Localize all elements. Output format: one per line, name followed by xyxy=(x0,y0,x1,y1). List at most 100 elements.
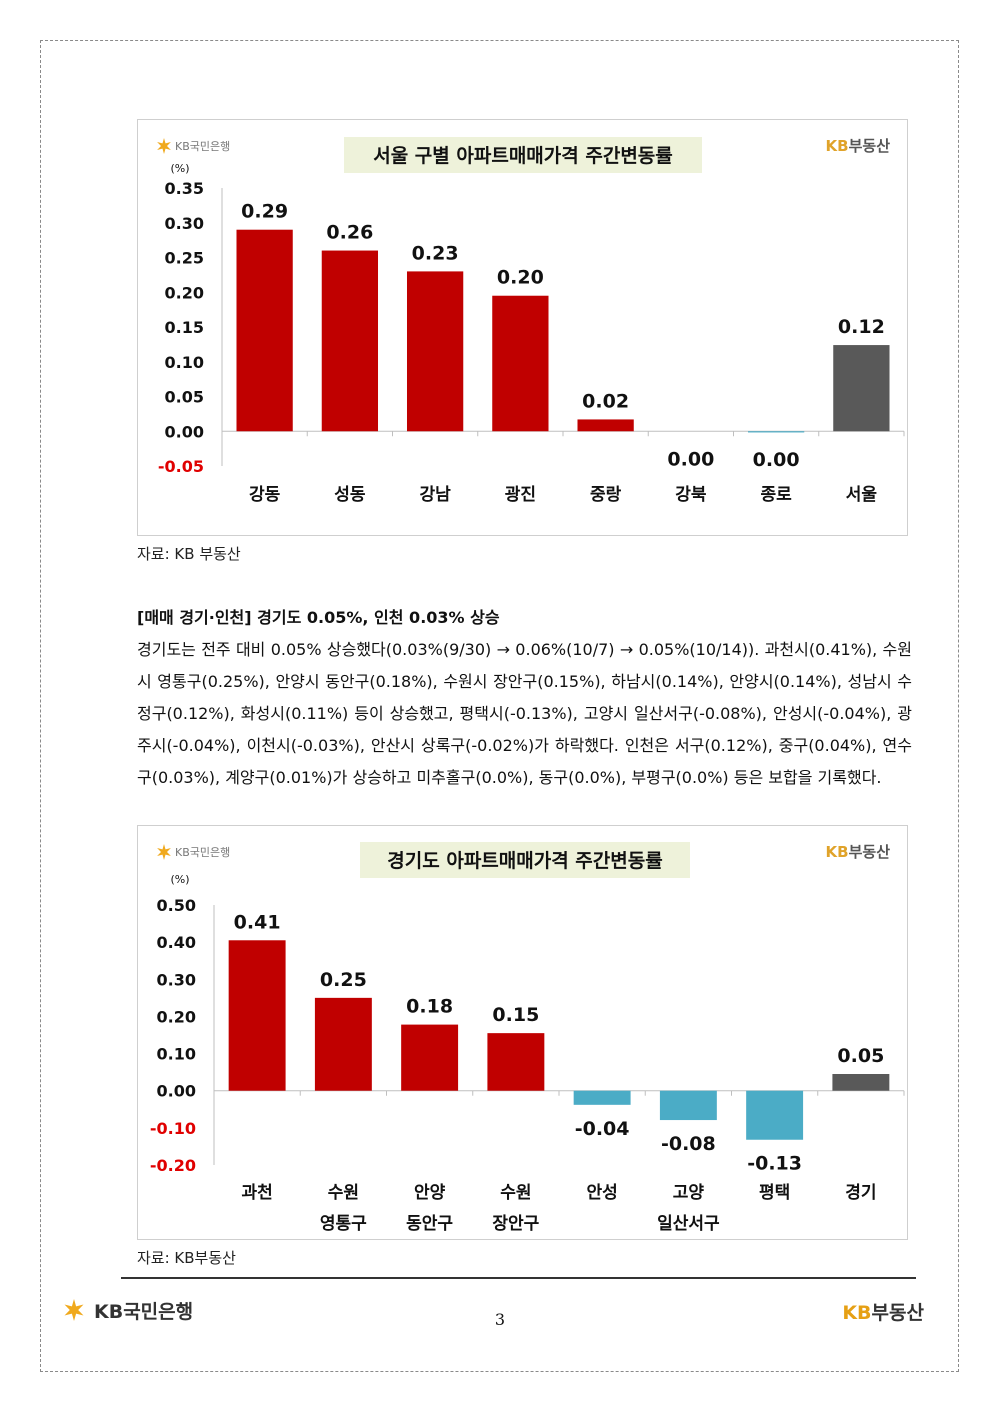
bar xyxy=(659,1090,717,1121)
y-tick-label: 0.20 xyxy=(165,283,204,302)
kb-bank-logo-text: KB국민은행 xyxy=(175,140,230,153)
category-label: 종로 xyxy=(760,485,792,505)
chart-title: 서울 구별 아파트매매가격 주간변동률 xyxy=(373,145,673,167)
footer-kb-realestate-logo: KB부동산 xyxy=(842,1298,924,1325)
chart-source-seoul: 자료: KB 부동산 xyxy=(137,545,241,563)
data-label: 0.12 xyxy=(838,316,885,338)
category-label: 안양 xyxy=(414,1183,446,1203)
kb-star-icon xyxy=(157,138,171,154)
y-tick-label: 0.10 xyxy=(165,353,204,372)
y-tick-label: 0.25 xyxy=(165,249,204,268)
data-label: -0.04 xyxy=(575,1118,630,1140)
category-label: 중랑 xyxy=(590,485,622,505)
bar xyxy=(746,1090,804,1140)
category-label: 영통구 xyxy=(320,1214,367,1234)
data-label: 0.02 xyxy=(582,390,629,412)
footer-realestate-text: 부동산 xyxy=(871,1302,924,1324)
kb-bank-logo-text: KB국민은행 xyxy=(175,846,230,859)
bar xyxy=(314,997,372,1091)
seoul-district-chart: KB국민은행 KB부동산 서울 구별 아파트매매가격 주간변동률 (%) 0.35 0.3… xyxy=(157,137,905,505)
data-label: 0.29 xyxy=(241,201,288,223)
y-tick-label: 0.00 xyxy=(165,422,204,441)
category-label: 평택 xyxy=(759,1183,790,1203)
category-label: 과천 xyxy=(241,1183,272,1203)
category-label: 서울 xyxy=(846,485,878,505)
y-tick-label: 0.35 xyxy=(165,179,204,198)
category-label: 강북 xyxy=(675,485,707,505)
category-label: 광진 xyxy=(505,485,536,505)
data-label: 0.41 xyxy=(234,911,281,933)
y-unit-label: (%) xyxy=(170,873,189,886)
kb-bank-logo: KB국민은행 xyxy=(157,844,230,860)
data-label: -0.13 xyxy=(747,1153,802,1175)
seoul-chart-box: KB국민은행 KB부동산 서울 구별 아파트매매가격 주간변동률 (%) 0.35 0.3… xyxy=(137,119,908,536)
page-number: 3 xyxy=(494,1310,506,1329)
y-tick-label: -0.10 xyxy=(150,1119,196,1138)
bar xyxy=(401,1024,459,1091)
category-label: 경기 xyxy=(845,1183,876,1203)
category-label: 수원 xyxy=(328,1183,359,1203)
section-heading: [매매 경기·인천] 경기도 0.05%, 인천 0.03% 상승 xyxy=(137,608,500,627)
y-tick-label: 0.10 xyxy=(157,1045,196,1064)
gyeonggi-chart-box: KB국민은행 KB부동산 경기도 아파트매매가격 주간변동률 (%) 0.50 0.40 0… xyxy=(137,825,908,1240)
data-label: 0.05 xyxy=(837,1045,884,1067)
bar xyxy=(833,345,890,432)
footer-rule xyxy=(121,1277,916,1279)
bar xyxy=(577,419,634,432)
category-label: 일산서구 xyxy=(657,1214,720,1234)
chart-title: 경기도 아파트매매가격 주간변동률 xyxy=(387,850,662,872)
data-label: 0.00 xyxy=(753,449,800,471)
data-label: 0.00 xyxy=(667,448,714,470)
bar xyxy=(236,229,293,432)
footer-star xyxy=(64,1299,84,1321)
bar xyxy=(573,1090,631,1105)
category-label: 동안구 xyxy=(406,1214,453,1234)
section-paragraph: 경기도는 전주 대비 0.05% 상승했다(0.03%(9/30) → 0.06… xyxy=(137,634,912,794)
category-label: 강동 xyxy=(249,485,281,505)
bar xyxy=(747,431,805,433)
gyeonggi-chart: KB국민은행 KB부동산 경기도 아파트매매가격 주간변동률 (%) 0.50 0.40 0… xyxy=(150,842,905,1234)
category-label: 성동 xyxy=(334,485,366,505)
footer-kb-mark: KB xyxy=(842,1302,872,1324)
paragraph-text: 경기도는 전주 대비 0.05% 상승했다(0.03%(9/30) → 0.06… xyxy=(137,640,912,787)
kb-bank-logo: KB국민은행 xyxy=(157,138,230,154)
data-label: 0.25 xyxy=(320,969,367,991)
footer-kb-bank-text: KB국민은행 xyxy=(94,1300,194,1323)
y-tick-label: 0.20 xyxy=(157,1007,196,1026)
y-tick-label: -0.20 xyxy=(150,1156,196,1175)
y-unit-label: (%) xyxy=(170,162,189,175)
category-label: 고양 xyxy=(673,1183,705,1203)
y-tick-label: 0.00 xyxy=(157,1082,196,1101)
kb-realestate-logo: KB부동산 xyxy=(826,843,891,861)
data-label: -0.08 xyxy=(661,1133,716,1155)
category-label: 강남 xyxy=(419,485,451,505)
data-label: 0.18 xyxy=(406,996,453,1018)
y-tick-label: 0.15 xyxy=(165,318,204,337)
bar xyxy=(321,250,379,432)
data-label: 0.20 xyxy=(497,267,544,289)
data-label: 0.23 xyxy=(412,242,459,264)
bar xyxy=(492,295,549,432)
data-label: 0.15 xyxy=(492,1004,539,1026)
y-tick-label: 0.30 xyxy=(165,214,204,233)
bar xyxy=(832,1074,890,1091)
kb-star-icon xyxy=(64,1299,84,1321)
chart-title-bg xyxy=(360,842,690,878)
bar xyxy=(487,1033,545,1091)
category-label: 안성 xyxy=(586,1183,617,1203)
kb-realestate-logo: KB부동산 xyxy=(826,137,891,155)
y-tick-label: -0.05 xyxy=(158,457,204,476)
category-label: 수원 xyxy=(500,1183,531,1203)
y-tick-label: 0.30 xyxy=(157,970,196,989)
category-label: 장안구 xyxy=(492,1214,539,1234)
y-tick-label: 0.05 xyxy=(165,388,204,407)
page-border xyxy=(40,40,959,1372)
chart-title-bg xyxy=(344,137,702,173)
bar xyxy=(406,271,464,432)
data-label: 0.26 xyxy=(326,222,373,244)
y-tick-label: 0.40 xyxy=(157,933,196,952)
bar xyxy=(228,940,286,1091)
y-tick-label: 0.50 xyxy=(157,896,196,915)
footer-kb-bank-logo: KB국민은행 xyxy=(60,1296,193,1324)
chart-source-gyeonggi: 자료: KB부동산 xyxy=(137,1249,236,1267)
